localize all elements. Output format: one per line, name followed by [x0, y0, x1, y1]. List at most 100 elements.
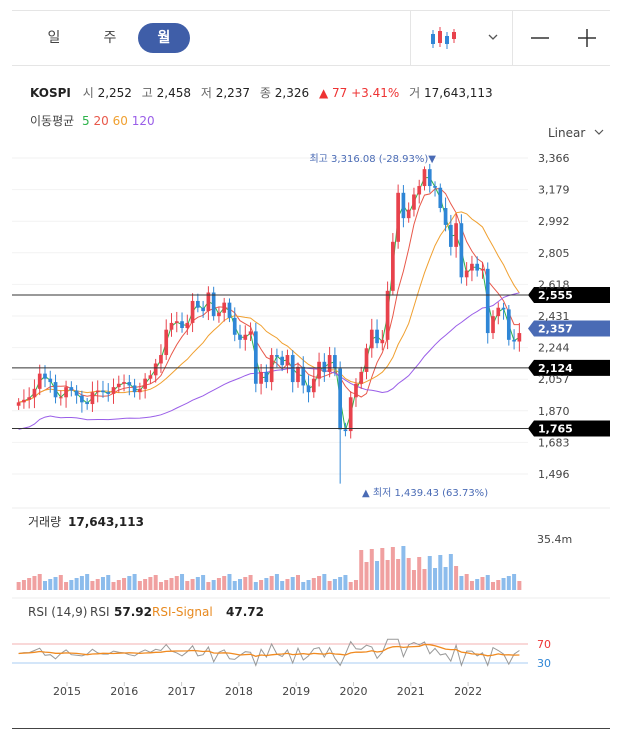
- volume-bar: [69, 580, 74, 590]
- candle-body: [116, 383, 121, 388]
- volume-bar: [37, 574, 42, 590]
- volume-bar: [158, 582, 163, 590]
- volume-bar: [459, 576, 464, 590]
- candle-body: [64, 387, 68, 398]
- period-day-button[interactable]: 일: [47, 30, 61, 46]
- rsi-value: 57.92: [114, 605, 152, 619]
- volume-panel-value: 17,643,113: [68, 515, 144, 529]
- volume-bar: [253, 582, 258, 590]
- volume-bar: [338, 577, 343, 590]
- rsi-params-label: RSI (14,9): [28, 605, 87, 619]
- price-level-badge: [528, 359, 610, 376]
- candle-body: [37, 373, 42, 389]
- volume-bar: [148, 577, 153, 590]
- candle-body: [16, 402, 21, 406]
- close-label: 종: [259, 86, 271, 100]
- candle-body: [480, 268, 485, 271]
- quote-summary: KOSPI 시 2,252 고 2,458 저 2,237 종 2,326 ▲ …: [30, 84, 499, 101]
- rsi-signal-line: [18, 643, 520, 657]
- toolbar-divider: [410, 11, 411, 65]
- volume-bar: [496, 580, 501, 590]
- volume-bar: [422, 569, 427, 590]
- plus-icon: [578, 29, 596, 47]
- candle-body: [464, 270, 469, 278]
- volume-bar: [317, 576, 322, 590]
- volume-bar: [90, 581, 95, 590]
- zoom-out-button[interactable]: [524, 23, 554, 53]
- volume-bar: [464, 574, 469, 590]
- volume-bar: [216, 578, 221, 590]
- price-level-label: 1,765: [538, 423, 573, 436]
- scale-dropdown[interactable]: Linear: [548, 126, 605, 140]
- toolbar-divider: [512, 11, 513, 65]
- candle-body: [438, 187, 443, 209]
- volume-bar: [491, 582, 496, 590]
- zoom-in-button[interactable]: [572, 23, 602, 53]
- candle-body: [333, 355, 337, 369]
- candle-body: [69, 387, 74, 391]
- candle-body: [433, 186, 437, 188]
- ma-legend-label: 이동평균: [30, 114, 75, 128]
- volume-bar: [506, 576, 511, 590]
- volume-bar: [269, 576, 274, 590]
- volume-bar: [517, 581, 522, 590]
- price-tick-label: 1,683: [538, 436, 570, 449]
- volume-bar: [32, 576, 37, 590]
- x-axis-label: 2021: [397, 685, 425, 698]
- moving-average-legend: 이동평균 5 20 60 120: [30, 112, 155, 129]
- volume-bar: [443, 567, 448, 590]
- candle-body: [275, 355, 279, 357]
- volume-bar: [227, 574, 232, 590]
- price-tick-label: 2,618: [538, 278, 570, 291]
- period-week-button[interactable]: 주: [103, 30, 117, 46]
- volume-bar: [42, 581, 47, 590]
- candle-body: [95, 390, 100, 393]
- period-month-button[interactable]: 월: [138, 23, 190, 53]
- candle-body: [470, 263, 474, 271]
- candle-body: [85, 402, 90, 405]
- candle-body: [148, 375, 153, 379]
- rsi-label: RSI: [90, 605, 110, 619]
- ma-60-label: 60: [112, 114, 128, 128]
- volume-bar: [195, 577, 200, 590]
- volume-bar: [190, 579, 195, 590]
- minus-icon: [531, 37, 549, 39]
- price-tick-label: 2,992: [538, 215, 570, 228]
- volume-bar: [475, 579, 480, 590]
- volume-bar: [295, 575, 300, 590]
- chart-type-dropdown[interactable]: [428, 23, 498, 53]
- volume-bar: [353, 580, 358, 590]
- candle-body: [506, 309, 511, 340]
- candle-body: [385, 290, 390, 340]
- volume-bar: [406, 558, 411, 590]
- candle-body: [285, 355, 290, 366]
- candle-body: [369, 329, 374, 349]
- candle-body: [22, 399, 26, 403]
- volume-bar: [259, 580, 264, 590]
- candle-body: [143, 378, 147, 389]
- volume-bar: [238, 579, 243, 590]
- volume-bar: [348, 582, 353, 590]
- candle-body: [454, 223, 458, 247]
- volume-bar: [79, 576, 84, 590]
- volume-bar: [280, 581, 285, 590]
- volume-bar: [21, 580, 26, 590]
- candle-body: [491, 316, 495, 334]
- candle-body: [422, 169, 427, 187]
- candle-body: [169, 322, 174, 330]
- candle-body: [32, 388, 37, 398]
- volume-bar: [95, 579, 100, 590]
- current-price-badge: [528, 320, 610, 337]
- volume-bar: [364, 562, 369, 590]
- candle-body: [174, 321, 179, 323]
- volume-bar: [401, 546, 406, 590]
- volume-bar: [411, 570, 416, 590]
- candle-body: [80, 395, 84, 403]
- candle-body: [459, 223, 464, 278]
- volume-bar: [64, 582, 69, 590]
- candle-body: [306, 385, 311, 393]
- candle-body: [501, 307, 506, 310]
- price-level-badge: [528, 420, 610, 437]
- candle-body: [296, 366, 300, 383]
- ma-20-line: [18, 188, 520, 403]
